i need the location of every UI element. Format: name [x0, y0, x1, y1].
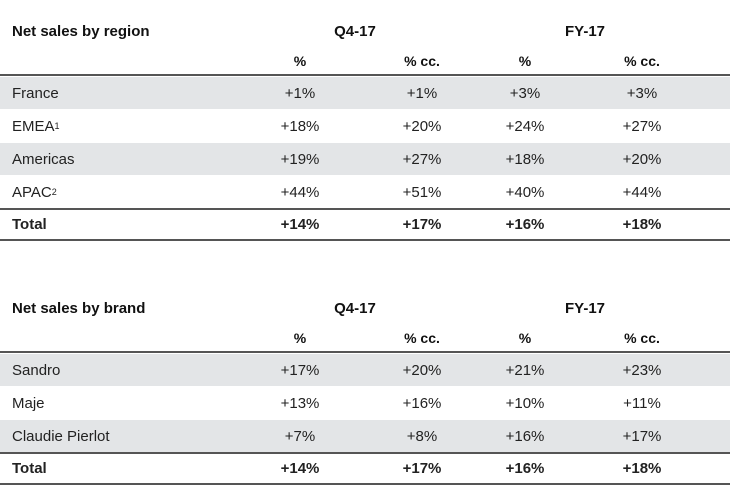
cell-fy-pct: +3%: [509, 84, 541, 102]
cell-q4-cc: +8%: [406, 427, 438, 445]
row-label: APAC 2: [12, 183, 57, 201]
column-group-q4: Q4-17: [334, 22, 376, 40]
cell-q4-pct: +1%: [284, 84, 316, 102]
table-subheader-row: % % cc. % % cc.: [0, 48, 730, 74]
cell-q4-pct: +19%: [280, 150, 320, 168]
total-q4-pct: +14%: [280, 460, 320, 477]
total-q4-cc: +17%: [402, 216, 442, 233]
subheader-q4-cc: % cc.: [404, 53, 440, 69]
cell-q4-pct: +18%: [280, 117, 320, 135]
table-row: Maje +13% +16% +10% +11%: [0, 386, 730, 419]
cell-fy-pct: +21%: [505, 361, 545, 379]
subheader-fy-cc: % cc.: [624, 330, 660, 346]
total-fy-pct: +16%: [505, 216, 545, 233]
region-sales-table: Net sales by region Q4-17 FY-17 % % cc. …: [0, 14, 730, 241]
cell-fy-cc: +27%: [622, 117, 662, 135]
cell-fy-cc: +20%: [622, 150, 662, 168]
table-subheader-row: % % cc. % % cc.: [0, 325, 730, 351]
table-row: EMEA 1 +18% +20% +24% +27%: [0, 109, 730, 142]
cell-q4-pct: +17%: [280, 361, 320, 379]
subheader-fy-cc: % cc.: [624, 53, 660, 69]
cell-q4-cc: +20%: [402, 361, 442, 379]
cell-fy-cc: +44%: [622, 183, 662, 201]
table-row: Sandro +17% +20% +21% +23%: [0, 353, 730, 386]
table-row: Americas +19% +27% +18% +20%: [0, 142, 730, 175]
row-label: Maje: [12, 394, 45, 412]
total-fy-cc: +18%: [622, 460, 662, 477]
column-group-q4: Q4-17: [334, 299, 376, 317]
subheader-q4-pct: %: [293, 53, 307, 69]
cell-q4-pct: +44%: [280, 183, 320, 201]
cell-fy-cc: +23%: [622, 361, 662, 379]
table-row: APAC 2 +44% +51% +40% +44%: [0, 175, 730, 208]
column-group-fy: FY-17: [564, 299, 606, 317]
table-row: France +1% +1% +3% +3%: [0, 76, 730, 109]
total-fy-pct: +16%: [505, 460, 545, 477]
table-header-row: Net sales by brand Q4-17 FY-17: [0, 291, 730, 325]
row-label: France: [12, 84, 59, 102]
cell-fy-pct: +24%: [505, 117, 545, 135]
table-title: Net sales by brand: [12, 299, 146, 317]
total-row: Total +14% +17% +16% +18%: [0, 452, 730, 485]
total-label: Total: [12, 460, 47, 477]
subheader-fy-pct: %: [518, 53, 532, 69]
subheader-q4-pct: %: [293, 330, 307, 346]
row-label: EMEA 1: [12, 117, 60, 135]
cell-fy-pct: +18%: [505, 150, 545, 168]
cell-fy-cc: +17%: [622, 427, 662, 445]
subheader-fy-pct: %: [518, 330, 532, 346]
subheader-q4-cc: % cc.: [404, 330, 440, 346]
cell-q4-cc: +27%: [402, 150, 442, 168]
cell-fy-cc: +11%: [623, 394, 661, 412]
table-body: France +1% +1% +3% +3% EMEA 1 +18% +20% +…: [0, 74, 730, 241]
cell-fy-pct: +10%: [505, 394, 545, 412]
cell-q4-cc: +20%: [402, 117, 442, 135]
table-body: Sandro +17% +20% +21% +23% Maje +13% +16…: [0, 351, 730, 485]
cell-fy-cc: +3%: [626, 84, 658, 102]
total-row: Total +14% +17% +16% +18%: [0, 208, 730, 241]
cell-q4-cc: +51%: [402, 183, 442, 201]
table-title: Net sales by region: [12, 22, 150, 40]
total-q4-cc: +17%: [402, 460, 442, 477]
cell-q4-pct: +7%: [284, 427, 316, 445]
brand-sales-table: Net sales by brand Q4-17 FY-17 % % cc. %…: [0, 291, 730, 485]
table-header-row: Net sales by region Q4-17 FY-17: [0, 14, 730, 48]
row-label: Claudie Pierlot: [12, 427, 110, 445]
row-label: Americas: [12, 150, 75, 168]
total-q4-pct: +14%: [280, 216, 320, 233]
row-label: Sandro: [12, 361, 61, 379]
cell-q4-pct: +13%: [280, 394, 320, 412]
cell-fy-pct: +40%: [505, 183, 545, 201]
total-fy-cc: +18%: [622, 216, 662, 233]
cell-q4-cc: +16%: [402, 394, 442, 412]
table-row: Claudie Pierlot +7% +8% +16% +17%: [0, 419, 730, 452]
total-label: Total: [12, 216, 47, 233]
cell-q4-cc: +1%: [406, 84, 438, 102]
cell-fy-pct: +16%: [505, 427, 545, 445]
column-group-fy: FY-17: [564, 22, 606, 40]
